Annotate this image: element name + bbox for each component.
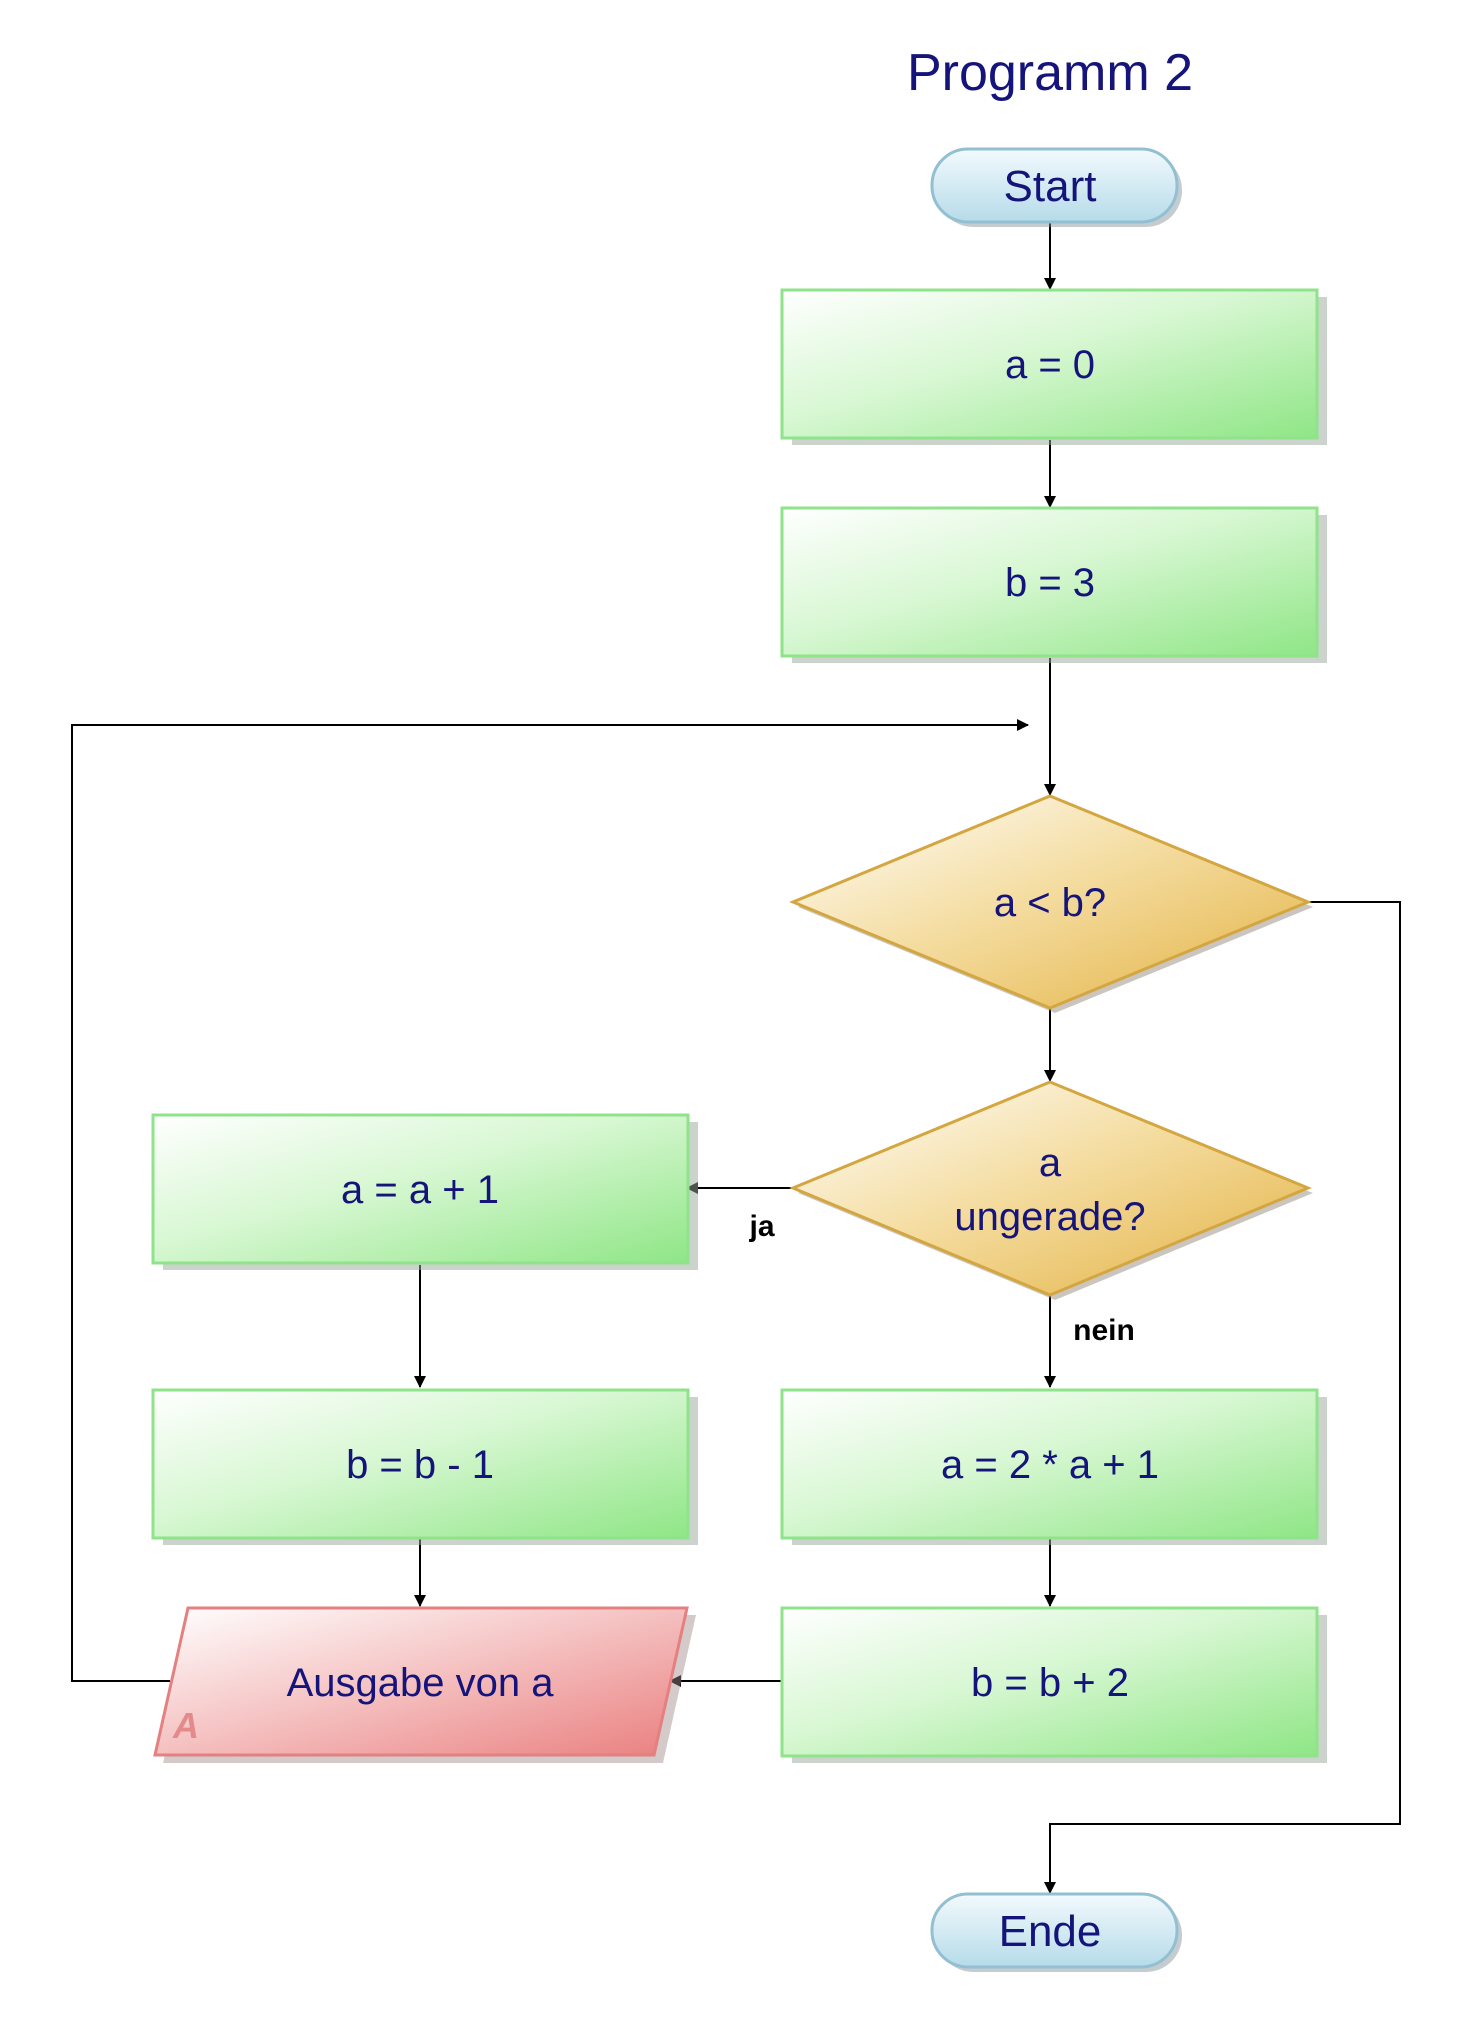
decision-a-odd: a ungerade? [789, 1080, 1313, 1300]
process-b-increment: b = b + 2 [780, 1606, 1327, 1763]
output-label: Ausgabe von a [287, 1661, 555, 1705]
process-a-init-label: a = 0 [1005, 343, 1095, 387]
process-a-increment: a = a + 1 [151, 1113, 698, 1270]
process-a-double: a = 2 * a + 1 [780, 1388, 1327, 1545]
process-b-increment-label: b = b + 2 [971, 1661, 1129, 1705]
process-b-decrement-label: b = b - 1 [346, 1443, 494, 1487]
decision-a-less-b-label: a < b? [994, 881, 1106, 925]
decision-a-odd-label-line2: ungerade? [954, 1195, 1145, 1239]
connector-lines [71, 222, 1401, 1894]
process-a-double-label: a = 2 * a + 1 [941, 1443, 1159, 1487]
decision-a-less-b: a < b? [789, 794, 1313, 1013]
process-b-init-label: b = 3 [1005, 561, 1095, 605]
end-label: Ende [999, 1907, 1102, 1956]
start-label: Start [1004, 162, 1097, 211]
decision-a-odd-label-line1: a [1039, 1141, 1062, 1185]
edge-loop-back [71, 719, 1029, 1682]
output-node: Ausgabe von a A [153, 1606, 696, 1763]
start-node: Start [930, 147, 1182, 227]
process-b-decrement: b = b - 1 [151, 1388, 698, 1545]
end-node: Ende [930, 1892, 1182, 1972]
process-b-init: b = 3 [780, 506, 1327, 663]
process-a-increment-label: a = a + 1 [341, 1168, 499, 1212]
edge-label-ja: ja [748, 1210, 774, 1243]
process-a-init: a = 0 [780, 288, 1327, 445]
edge-label-nein: nein [1073, 1314, 1135, 1347]
edge-cond1-to-end [1044, 901, 1401, 1894]
output-marker: A [172, 1705, 199, 1746]
page-title: Programm 2 [907, 44, 1193, 102]
